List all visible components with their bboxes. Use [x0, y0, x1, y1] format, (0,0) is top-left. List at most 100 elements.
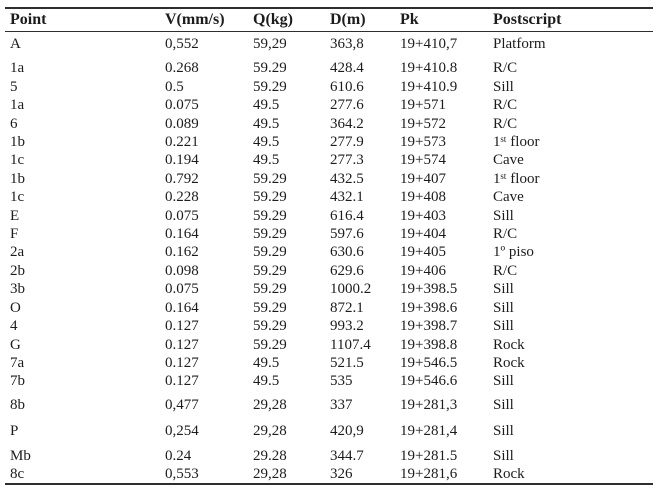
cell-point: 1a [10, 60, 25, 77]
cell-point: 3b [10, 281, 25, 298]
cell-q: 49.5 [253, 373, 280, 390]
cell-pk: 19+410.9 [400, 78, 458, 95]
cell-d: 629.6 [330, 262, 364, 279]
col-header-pk: Pk [395, 8, 488, 32]
cell-point: 1b [10, 134, 25, 151]
cell-q: 29,28 [253, 465, 287, 482]
cell-postscript: R/C [493, 226, 518, 243]
cell-d: 597.6 [330, 226, 364, 243]
cell-d: 364.2 [330, 115, 364, 132]
cell-pk: 19+546.5 [400, 354, 458, 371]
table-row: G 0.127 59.29 1107.4 19+398.8 Rock [5, 336, 653, 354]
cell-pk: 19+546.6 [400, 373, 458, 390]
table-row: 7b 0.127 49.5 535 19+546.6 Sill [5, 372, 653, 390]
cell-point: P [10, 423, 19, 440]
table-row: 3b 0.075 59.29 1000.2 19+398.5 Sill [5, 280, 653, 298]
table-row: 6 0.089 49.5 364.2 19+572 R/C [5, 115, 653, 133]
cell-postscript: 1ˢᵗ floor [493, 134, 540, 151]
cell-v: 0.221 [165, 134, 199, 151]
cell-postscript: R/C [493, 262, 518, 279]
col-header-q: Q(kg) [248, 8, 325, 32]
cell-postscript: Rock [493, 465, 525, 482]
cell-point: 1b [10, 170, 25, 187]
table-row: 1c 0.228 59.29 432.1 19+408 Cave [5, 188, 653, 206]
table-row: 1b 0.221 49.5 277.9 19+573 1ˢᵗ floor [5, 133, 653, 151]
cell-pk: 19+408 [400, 189, 446, 206]
cell-pk: 19+571 [400, 97, 446, 114]
cell-v: 0.127 [165, 318, 199, 335]
table-row: 7a 0.127 49.5 521.5 19+546.5 Rock [5, 354, 653, 372]
cell-point: 8c [10, 465, 25, 482]
cell-pk: 19+403 [400, 207, 446, 224]
cell-pk: 19+574 [400, 152, 446, 169]
cell-q: 29,28 [253, 423, 287, 440]
table-header: Point V(mm/s) Q(kg) D(m) Pk Postscript [5, 8, 653, 32]
cell-q: 29,28 [253, 396, 287, 413]
cell-point: 2b [10, 262, 25, 279]
cell-postscript: Cave [493, 189, 524, 206]
cell-d: 521.5 [330, 354, 364, 371]
cell-point: 1c [10, 189, 25, 206]
cell-q: 59.29 [253, 78, 287, 95]
table-row: 4 0.127 59.29 993.2 19+398.7 Sill [5, 317, 653, 335]
cell-q: 59.29 [253, 299, 287, 316]
cell-pk: 19+573 [400, 134, 446, 151]
cell-q: 59.29 [253, 226, 287, 243]
cell-postscript: Rock [493, 336, 525, 353]
cell-d: 616.4 [330, 207, 364, 224]
cell-pk: 19+398.8 [400, 336, 458, 353]
cell-q: 49.5 [253, 115, 280, 132]
cell-v: 0.268 [165, 60, 199, 77]
cell-d: 277.6 [330, 97, 364, 114]
cell-point: 6 [10, 115, 18, 132]
cell-q: 59.29 [253, 262, 287, 279]
cell-q: 59,29 [253, 36, 287, 52]
cell-postscript: R/C [493, 60, 518, 77]
cell-point: 1a [10, 97, 25, 114]
cell-v: 0,552 [165, 36, 199, 52]
cell-d: 630.6 [330, 244, 364, 261]
cell-point: 4 [10, 318, 18, 335]
cell-pk: 19+410,7 [400, 36, 458, 52]
cell-pk: 19+281,3 [400, 396, 458, 413]
cell-pk: 19+398.7 [400, 318, 458, 335]
cell-d: 872.1 [330, 299, 364, 316]
cell-pk: 19+405 [400, 244, 446, 261]
cell-v: 0.194 [165, 152, 199, 169]
cell-postscript: Sill [493, 423, 514, 440]
cell-v: 0.075 [165, 281, 199, 298]
cell-point: 5 [10, 78, 18, 95]
cell-point: F [10, 226, 19, 243]
cell-postscript: Sill [493, 207, 514, 224]
table-container: Point V(mm/s) Q(kg) D(m) Pk Postscript A… [5, 7, 658, 486]
cell-pk: 19+281.5 [400, 447, 458, 464]
cell-q: 29.28 [253, 447, 287, 464]
cell-q: 59.29 [253, 281, 287, 298]
cell-v: 0,553 [165, 465, 199, 482]
table-row: O 0.164 59.29 872.1 19+398.6 Sill [5, 299, 653, 317]
cell-postscript: 1ˢᵗ floor [493, 170, 540, 187]
col-header-postscript: Postscript [488, 8, 653, 32]
cell-d: 610.6 [330, 78, 364, 95]
cell-pk: 19+407 [400, 170, 446, 187]
cell-point: 7a [10, 354, 25, 371]
cell-v: 0,254 [165, 423, 199, 440]
cell-d: 344.7 [330, 447, 364, 464]
table-row: 1a 0.268 59.29 428.4 19+410.8 R/C [5, 59, 653, 77]
table-row: E 0.075 59.29 616.4 19+403 Sill [5, 207, 653, 225]
cell-d: 993.2 [330, 318, 364, 335]
cell-q: 59.29 [253, 336, 287, 353]
cell-q: 59.29 [253, 318, 287, 335]
cell-postscript: Sill [493, 299, 514, 316]
cell-postscript: Sill [493, 396, 514, 413]
col-header-v: V(mm/s) [160, 8, 248, 32]
cell-v: 0.127 [165, 373, 199, 390]
cell-q: 59.29 [253, 170, 287, 187]
cell-point: 8b [10, 396, 25, 413]
cell-postscript: R/C [493, 97, 518, 114]
cell-q: 49.5 [253, 134, 280, 151]
table-row: 1b 0.792 59.29 432.5 19+407 1ˢᵗ floor [5, 170, 653, 188]
cell-v: 0.098 [165, 262, 199, 279]
cell-postscript: Sill [493, 318, 514, 335]
cell-postscript: Rock [493, 354, 525, 371]
